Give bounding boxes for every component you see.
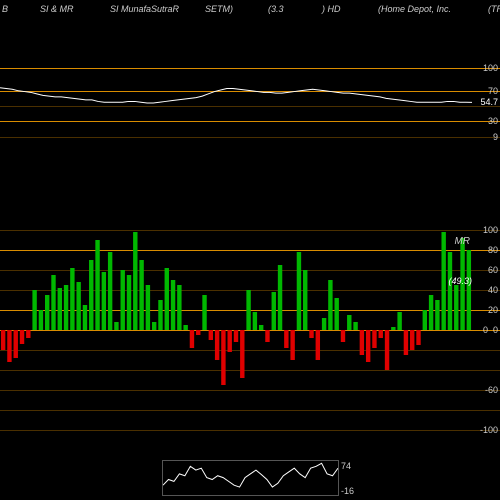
axis-tick-label: 0 xyxy=(483,325,488,335)
si-line-panel: 1007030954.7 xyxy=(0,68,500,144)
gridline xyxy=(0,430,500,431)
header-label: (Home Depot, Inc. xyxy=(378,4,451,14)
axis-tick-label: 60 xyxy=(488,265,498,275)
mini-axis-label: -16 xyxy=(341,486,354,496)
axis-tick-label: 80 xyxy=(488,245,498,255)
axis-tick-label: 0 xyxy=(493,325,498,335)
header-label: (TR xyxy=(488,4,500,14)
header-label: B xyxy=(2,4,8,14)
header-label: SETM) xyxy=(205,4,233,14)
current-value-label: 54.7 xyxy=(480,97,498,107)
header-label: SI & MR xyxy=(40,4,74,14)
axis-tick-label: 100 xyxy=(483,63,498,73)
header-label: ) HD xyxy=(322,4,341,14)
series-label: MR xyxy=(454,236,470,247)
axis-tick-label: 70 xyxy=(488,86,498,96)
chart-header: B SI & MR SI MunafaSutraR SETM) (3.3 ) HD (Hom… xyxy=(0,2,500,16)
si-line-series xyxy=(0,68,472,144)
header-label: (3.3 xyxy=(268,4,284,14)
axis-tick-label: 20 xyxy=(488,305,498,315)
axis-tick-label: 40 xyxy=(488,285,498,295)
axis-tick-label: -60 xyxy=(485,385,498,395)
mr-bar-panel: 100806040200-60-1000MR(49.3) xyxy=(0,230,500,430)
mini-axis-label: 74 xyxy=(341,461,351,471)
current-value-label: (49.3) xyxy=(448,276,472,286)
axis-tick-label: 9 xyxy=(493,132,498,142)
axis-tick-label: 100 xyxy=(483,225,498,235)
mini-line-panel: 74-16 xyxy=(162,460,339,496)
header-label: SI MunafaSutraR xyxy=(110,4,179,14)
mr-bar-series xyxy=(0,230,472,430)
axis-tick-label: -100 xyxy=(480,425,498,435)
mini-line-series xyxy=(163,461,338,495)
axis-tick-label: 30 xyxy=(488,116,498,126)
